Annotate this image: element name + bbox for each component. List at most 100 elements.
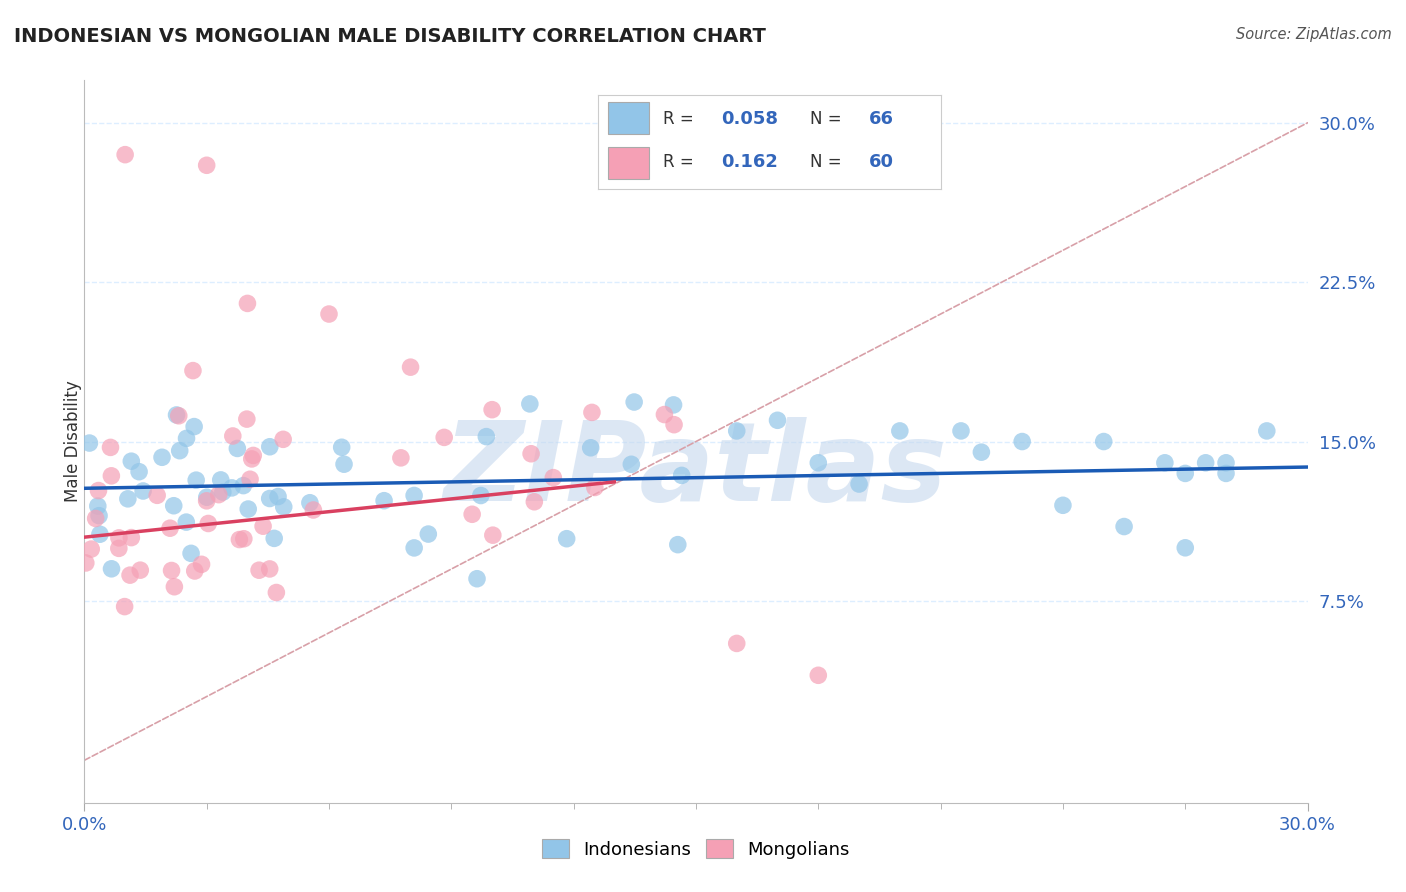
- Point: [159, 521, 181, 535]
- Text: Source: ZipAtlas.com: Source: ZipAtlas.com: [1236, 27, 1392, 42]
- Point: [108, 531, 131, 545]
- Point: [662, 398, 685, 412]
- Point: [259, 440, 281, 454]
- Point: [523, 495, 546, 509]
- Point: [228, 533, 250, 547]
- Point: [89, 527, 111, 541]
- Point: [267, 490, 290, 504]
- Point: [247, 563, 270, 577]
- Point: [166, 408, 188, 422]
- Point: [259, 491, 281, 506]
- Point: [470, 489, 492, 503]
- Point: [302, 503, 325, 517]
- Point: [654, 408, 676, 422]
- Point: [146, 488, 169, 502]
- Point: [481, 402, 503, 417]
- Point: [117, 491, 139, 506]
- Point: [232, 532, 254, 546]
- Point: [120, 531, 142, 545]
- Point: [662, 417, 685, 432]
- Point: [263, 532, 285, 546]
- Point: [404, 541, 426, 555]
- Point: [181, 363, 204, 377]
- Point: [620, 458, 643, 472]
- Y-axis label: Male Disability: Male Disability: [65, 381, 82, 502]
- Point: [1011, 434, 1033, 449]
- Point: [236, 296, 259, 310]
- Point: [226, 442, 249, 456]
- Point: [1154, 456, 1177, 470]
- Point: [583, 481, 606, 495]
- Point: [80, 542, 103, 557]
- Point: [418, 527, 440, 541]
- Point: [404, 488, 426, 502]
- Point: [128, 465, 150, 479]
- Point: [1114, 519, 1136, 533]
- Point: [555, 532, 578, 546]
- Point: [242, 449, 264, 463]
- Point: [1092, 434, 1115, 449]
- Point: [333, 457, 356, 471]
- Point: [221, 481, 243, 495]
- Point: [120, 454, 142, 468]
- Point: [1174, 467, 1197, 481]
- Point: [186, 473, 208, 487]
- Point: [950, 424, 973, 438]
- Point: [160, 564, 183, 578]
- Point: [195, 493, 218, 508]
- Point: [273, 500, 295, 514]
- Point: [465, 572, 488, 586]
- Point: [1215, 456, 1237, 470]
- Point: [174, 515, 197, 529]
- Point: [75, 556, 97, 570]
- Point: [169, 443, 191, 458]
- Point: [150, 450, 173, 465]
- Point: [807, 456, 830, 470]
- Point: [623, 395, 645, 409]
- Point: [108, 541, 131, 556]
- Point: [239, 472, 262, 486]
- Point: [87, 508, 110, 523]
- Point: [373, 493, 395, 508]
- Point: [389, 450, 412, 465]
- Point: [100, 468, 122, 483]
- Point: [163, 580, 186, 594]
- Point: [209, 473, 232, 487]
- Point: [118, 568, 141, 582]
- Point: [461, 508, 484, 522]
- Point: [195, 158, 218, 172]
- Point: [666, 538, 689, 552]
- Point: [475, 429, 498, 443]
- Point: [520, 447, 543, 461]
- Point: [197, 516, 219, 531]
- Point: [807, 668, 830, 682]
- Point: [271, 433, 294, 447]
- Point: [1256, 424, 1278, 438]
- Point: [399, 360, 422, 375]
- Point: [579, 441, 602, 455]
- Point: [79, 436, 101, 450]
- Point: [211, 485, 233, 500]
- Point: [100, 562, 122, 576]
- Point: [766, 413, 789, 427]
- Point: [970, 445, 993, 459]
- Point: [725, 636, 748, 650]
- Point: [848, 477, 870, 491]
- Point: [519, 397, 541, 411]
- Point: [252, 519, 274, 533]
- Point: [87, 499, 110, 513]
- Point: [195, 490, 218, 504]
- Point: [84, 511, 107, 525]
- Point: [889, 424, 911, 438]
- Point: [163, 499, 186, 513]
- Point: [581, 405, 603, 419]
- Point: [543, 470, 565, 484]
- Point: [1215, 467, 1237, 481]
- Point: [266, 585, 288, 599]
- Point: [114, 147, 136, 161]
- Point: [180, 546, 202, 560]
- Point: [167, 409, 190, 423]
- Point: [129, 563, 152, 577]
- Point: [208, 488, 231, 502]
- Point: [114, 599, 136, 614]
